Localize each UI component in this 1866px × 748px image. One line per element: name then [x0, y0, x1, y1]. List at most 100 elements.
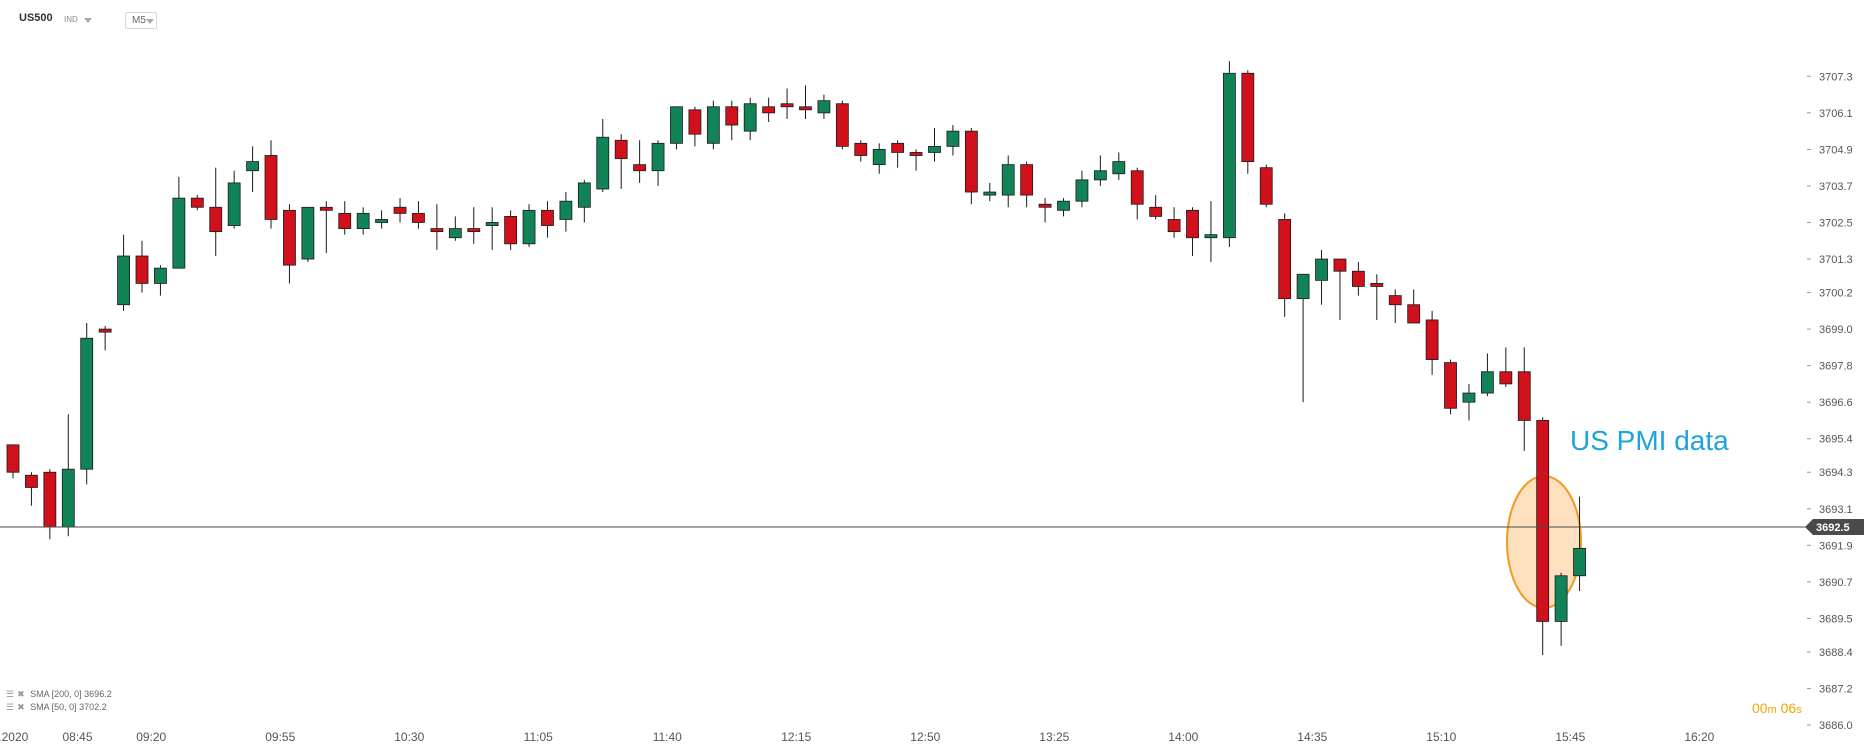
candle: [283, 204, 296, 284]
candle-body-down: [135, 255, 149, 284]
candle-body-up: [1001, 164, 1015, 196]
x-tick-label: 13:25: [1039, 730, 1069, 744]
close-icon[interactable]: ✖: [17, 689, 25, 699]
candle-body-up: [1315, 258, 1328, 281]
y-tick-label: 3707.3: [1819, 71, 1853, 83]
candle: [577, 179, 591, 223]
candle: [264, 140, 278, 229]
candle-body-up: [559, 200, 573, 220]
candle: [1573, 496, 1586, 591]
candle-body-up: [522, 209, 536, 245]
candle: [1075, 170, 1089, 208]
candle-body-down: [98, 328, 112, 333]
candle-body-down: [780, 103, 794, 108]
x-tick-label: 16:20: [1684, 730, 1714, 744]
candle: [1499, 347, 1513, 387]
candle-body-down: [319, 206, 333, 211]
candle: [135, 240, 149, 293]
candle-body-down: [1370, 283, 1384, 287]
candle: [688, 106, 702, 147]
candle-body-down: [964, 130, 978, 193]
current-price-value: 3692.5: [1816, 522, 1850, 534]
candle-body-up: [80, 337, 94, 470]
candle: [909, 149, 923, 171]
candle-body-up: [1296, 273, 1310, 300]
candle: [412, 201, 425, 229]
candle: [522, 204, 536, 247]
countdown-minutes: 00: [1752, 700, 1768, 716]
candle-body-up: [670, 106, 683, 144]
x-tick-label: 14:00: [1168, 730, 1198, 744]
annotation-text: US PMI data: [1570, 425, 1729, 456]
candle: [1057, 198, 1070, 217]
candle: [743, 97, 757, 141]
candle-body-up: [1112, 161, 1126, 175]
candle: [61, 414, 75, 537]
candle: [1093, 155, 1107, 186]
candle: [43, 469, 57, 540]
candle: [633, 140, 647, 183]
x-tick-label: 08:45: [62, 730, 92, 744]
symbol-label[interactable]: US500: [19, 12, 53, 24]
candle-body-up: [706, 106, 720, 144]
candles: [6, 61, 1586, 655]
candle-body-up: [743, 103, 757, 132]
x-tick-label: 09:20: [136, 730, 166, 744]
candle: [1112, 152, 1126, 180]
x-tick-label: 15:10: [1426, 730, 1456, 744]
candle: [246, 146, 259, 193]
candle-body-up: [448, 228, 462, 239]
settings-icon[interactable]: ☰: [6, 702, 15, 712]
candle: [1020, 161, 1034, 208]
candle-body-down: [393, 206, 407, 214]
candle: [98, 326, 112, 351]
candle: [983, 182, 997, 202]
candle: [467, 207, 481, 244]
indicator-sma-50[interactable]: ☰ ✖ SMA [50, 0] 3702.2: [6, 702, 107, 713]
countdown-seconds-unit: s: [1796, 704, 1802, 716]
candle-body-up: [356, 212, 370, 229]
candle-body-down: [1425, 319, 1439, 360]
candle-body-up: [485, 222, 499, 226]
timeframe-select[interactable]: M5: [125, 12, 157, 29]
candle-body-down: [633, 164, 647, 172]
candle: [375, 210, 389, 229]
candle-body-down: [909, 152, 923, 156]
x-tick-label: 10:30: [394, 730, 424, 744]
settings-icon[interactable]: ☰: [6, 689, 15, 699]
x-tick-label: 12:15: [781, 730, 811, 744]
candle-body-down: [412, 212, 425, 223]
candle: [1554, 572, 1568, 646]
candle: [6, 444, 20, 479]
candle: [541, 201, 554, 238]
candle-body-down: [541, 209, 554, 226]
candle-body-down: [1259, 167, 1273, 205]
candle-body-up: [817, 100, 831, 114]
symbol-dropdown-icon[interactable]: [84, 18, 92, 23]
candle-body-down: [1407, 304, 1421, 324]
indicator-sma-200[interactable]: ☰ ✖ SMA [200, 0] 3696.2: [6, 689, 112, 700]
candle: [227, 170, 241, 229]
chevron-down-icon: [146, 19, 154, 24]
candle-body-up: [1222, 72, 1236, 239]
candle: [1462, 383, 1476, 421]
countdown-minutes-unit: m: [1767, 704, 1777, 716]
candle: [338, 201, 352, 235]
x-tick-label: 14:35: [1297, 730, 1327, 744]
y-tick-label: 3697.8: [1819, 361, 1853, 373]
candle: [1167, 207, 1181, 238]
candle: [651, 140, 665, 186]
candle: [356, 207, 370, 235]
close-icon[interactable]: ✖: [17, 702, 25, 712]
candle-body-up: [1481, 371, 1494, 394]
candle: [172, 176, 186, 269]
candle-body-down: [1444, 362, 1457, 409]
candle: [1241, 70, 1255, 174]
candle-body-up: [61, 468, 75, 528]
candle-body-down: [835, 103, 849, 147]
candle: [872, 143, 886, 174]
candle-body-down: [264, 155, 278, 220]
candle: [1001, 155, 1015, 208]
candle-body-up: [227, 182, 241, 226]
